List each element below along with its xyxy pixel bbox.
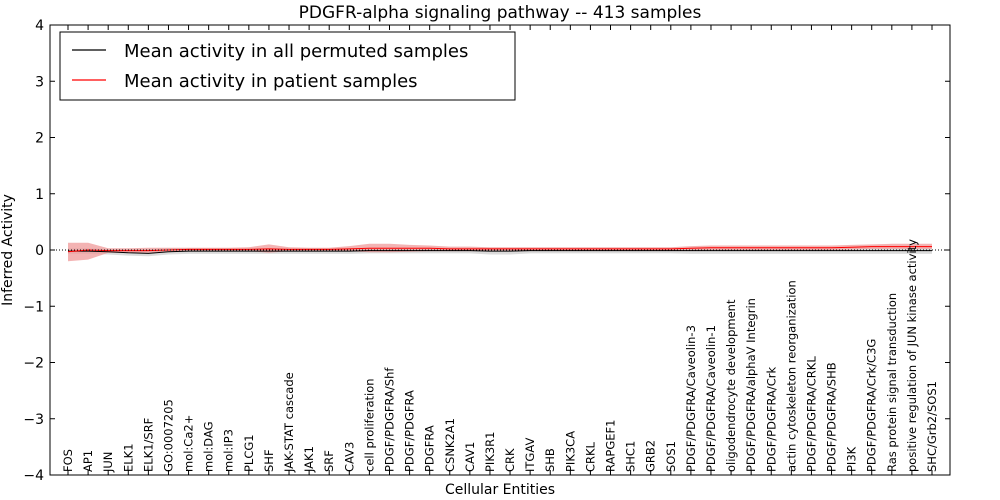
x-tick-label: mol:Ca2+ (182, 415, 196, 472)
x-tick-label: CAV3 (342, 442, 356, 472)
legend-box (59, 31, 516, 101)
x-tick-label: cell proliferation (362, 378, 376, 472)
x-tick-label: PDGF/PDGFRA (403, 390, 417, 472)
y-axis-ticks: −4 −3 −2 −1 0 1 2 3 4 (23, 18, 950, 484)
x-axis-ticks: FOS AP1 JUN ELK1 ELK1/SRF GO:0007205 mol:Ca2+ m… (61, 25, 939, 475)
x-tick-label: SHB (543, 448, 557, 472)
y-tick-label: 2 (35, 131, 44, 147)
x-tick-label: SHF (262, 449, 276, 472)
x-tick-label: PDGF/PDGFRA/alphaV Integrin (744, 298, 758, 472)
x-tick-label: oligodendrocyte development (724, 299, 738, 472)
x-tick-label: GRB2 (644, 440, 658, 472)
y-tick-label: −2 (23, 356, 44, 372)
x-tick-label: Ras protein signal transduction (885, 293, 899, 472)
x-tick-label: PDGF/PDGFRA/Crk/C3G (865, 339, 879, 472)
series-lines (67, 246, 932, 254)
x-tick-label: PDGF/PDGFRA/Crk (764, 366, 778, 472)
x-tick-label: CAV1 (463, 442, 477, 472)
x-tick-label: JAK1 (302, 446, 316, 473)
x-tick-label: JAK-STAT cascade (282, 372, 296, 473)
x-tick-label: PDGF/PDGFRA/Caveolin-3 (684, 325, 698, 472)
x-tick-label: GO:0007205 (161, 399, 175, 472)
x-tick-label: ITGAV (523, 438, 537, 472)
x-tick-label: CRKL (583, 441, 597, 472)
legend-label-permuted: Mean activity in all permuted samples (124, 41, 468, 62)
x-tick-label: SHC/Grb2/SOS1 (925, 381, 939, 472)
y-tick-label: −4 (23, 468, 44, 484)
legend: Mean activity in all permuted samples Me… (59, 31, 516, 101)
x-tick-label: CSNK2A1 (443, 418, 457, 472)
x-tick-label: SRF (322, 450, 336, 472)
x-tick-label: ELK1/SRF (141, 418, 155, 472)
legend-label-patient: Mean activity in patient samples (124, 71, 418, 92)
x-tick-label: CRK (503, 448, 517, 472)
x-tick-label: ELK1 (121, 443, 135, 472)
x-tick-label: positive regulation of JUN kinase activi… (905, 239, 919, 472)
x-tick-label: mol:IP3 (222, 429, 236, 472)
x-tick-label: FOS (61, 449, 75, 472)
x-tick-label: PIK3R1 (483, 432, 497, 473)
y-tick-label: −1 (23, 299, 44, 315)
y-tick-label: 4 (35, 18, 44, 34)
x-tick-label: PLCG1 (242, 434, 256, 472)
x-tick-label: PI3K (845, 446, 859, 472)
x-tick-label: actin cytoskeleton reorganization (784, 280, 798, 472)
x-tick-label: PDGFRA (423, 425, 437, 472)
x-tick-label: mol:DAG (202, 421, 216, 472)
y-tick-label: 3 (35, 74, 44, 90)
x-tick-label: SOS1 (664, 441, 678, 472)
x-tick-label: RAPGEF1 (604, 420, 618, 472)
y-tick-label: 0 (35, 243, 44, 259)
x-tick-label: JUN (101, 452, 115, 473)
y-axis-label: Inferred Activity (0, 194, 16, 306)
x-tick-label: AP1 (81, 450, 95, 472)
y-tick-label: −3 (23, 412, 44, 428)
x-tick-label: SHC1 (624, 441, 638, 472)
x-tick-label: PDGF/PDGFRA/Shf (382, 367, 396, 472)
line-series-1 (67, 246, 932, 253)
x-axis-label: Cellular Entities (445, 482, 555, 498)
line-series-0 (68, 250, 932, 254)
x-tick-label: PIK3CA (563, 431, 577, 472)
x-tick-label: PDGF/PDGFRA/CRKL (804, 356, 818, 472)
y-tick-label: 1 (35, 187, 44, 203)
x-tick-label: PDGF/PDGFRA/SHB (825, 362, 839, 472)
chart-title: PDGFR-alpha signaling pathway -- 413 sam… (299, 3, 702, 23)
x-tick-label: PDGF/PDGFRA/Caveolin-1 (704, 325, 718, 472)
